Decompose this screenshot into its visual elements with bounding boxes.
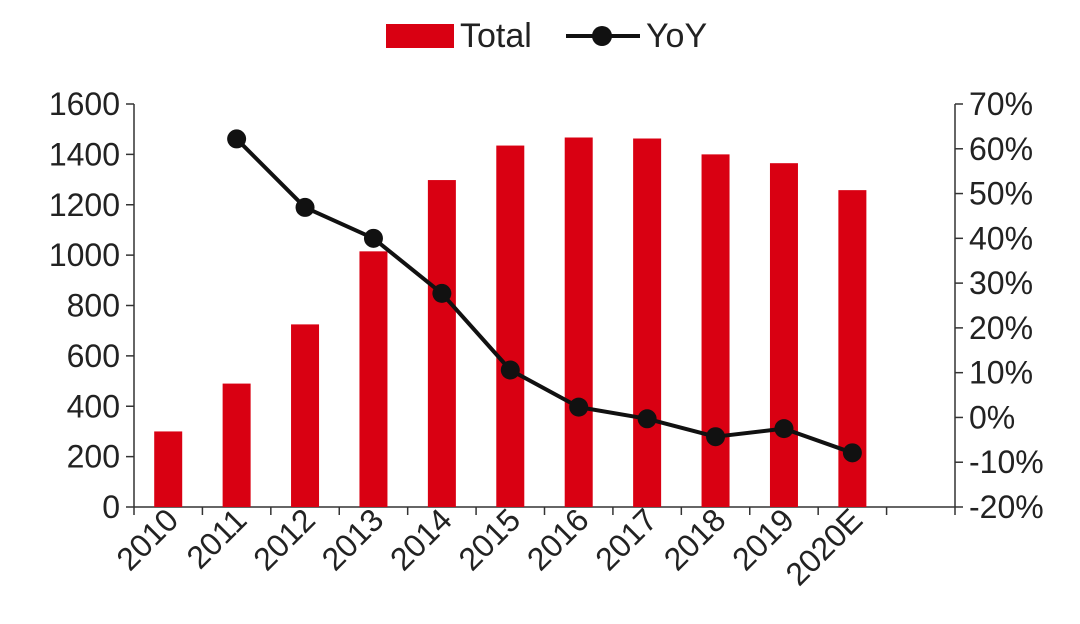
x-axis-tick-label: 2016 [520,501,596,577]
x-axis-tick-label: 2017 [588,501,664,577]
bar-total [496,145,525,507]
bar-total [359,251,388,507]
legend-label-total: Total [460,17,532,55]
bar-total [427,180,456,507]
legend-item-yoy: YoY [566,14,707,58]
legend-item-total: Total [386,14,532,58]
left-axis-tick-label: 1200 [49,187,120,223]
right-axis-tick-label: 60% [969,131,1033,167]
left-axis-tick-label: 1600 [49,86,120,122]
yoy-point [774,419,794,439]
bar-total [564,137,593,507]
legend-swatch-total [386,24,454,48]
yoy-line [235,137,854,455]
x-axis-tick-label: 2012 [246,501,322,577]
x-axis-tick-label: 2018 [657,501,733,577]
yoy-point [706,427,726,447]
yoy-point [363,228,383,248]
right-axis-tick-label: 0% [969,399,1015,435]
left-axis-tick-label: 800 [67,288,120,324]
x-axis-tick-label: 2010 [109,501,185,577]
bar-total [769,163,798,508]
bar-total [633,138,662,507]
right-axis-tick-label: 50% [969,176,1033,212]
left-axis-tick-label: 200 [67,439,120,475]
right-axis-tick-label: 70% [969,86,1033,122]
left-axis-tick-label: 0 [102,489,120,525]
bar-total [222,383,251,507]
x-axis-tick-label: 2014 [383,501,459,577]
right-axis-tick-label: 10% [969,355,1033,391]
legend-swatch-yoy [566,24,640,48]
x-axis-tick-label: 2015 [451,501,527,577]
x-axis-tick-label: 2020E [778,501,869,592]
right-axis-tick-label: 30% [969,265,1033,301]
bar-total [154,431,183,507]
left-axis-tick-label: 1400 [49,136,120,172]
yoy-point [569,397,589,417]
left-axis-tick-label: 400 [67,388,120,424]
legend-label-yoy: YoY [646,17,708,55]
legend: Total YoY [0,14,1080,58]
right-axis-tick-label: 40% [969,220,1033,256]
x-axis-tick-label: 2011 [179,501,253,575]
yoy-point [227,129,247,149]
x-axis-tick-label: 2013 [315,501,391,577]
right-axis-tick-label: 20% [969,310,1033,346]
yoy-point [637,409,657,429]
bar-total [701,154,730,507]
right-axis-tick-label: -10% [969,444,1044,480]
yoy-point [500,360,520,380]
left-axis-tick-label: 1000 [49,237,120,273]
yoy-point [842,443,862,463]
bar-total [291,324,320,507]
yoy-point [295,197,315,217]
left-axis-tick-label: 600 [67,338,120,374]
right-axis-tick-label: -20% [969,489,1044,525]
yoy-point [432,283,452,303]
